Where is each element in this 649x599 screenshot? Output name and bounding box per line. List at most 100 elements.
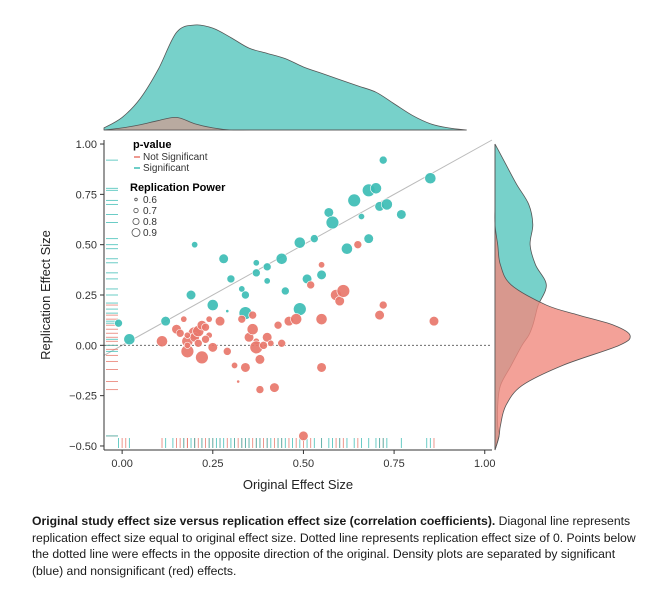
x-tick-label: 1.00 [474, 458, 495, 470]
legend-power-marker [132, 217, 140, 225]
x-tick-label: 0.50 [293, 458, 314, 470]
legend-power-label: 0.6 [143, 195, 157, 206]
point-significant [357, 212, 365, 220]
scatter-plot-area: 0.00 0.25 0.50 0.75 1.00 −0.50 −0.25 0.00 0.25 0.… [69, 139, 495, 470]
point-not-significant [175, 328, 185, 338]
x-axis-label: Original Effect Size [243, 477, 353, 492]
point-not-significant [183, 341, 191, 349]
point-not-significant [231, 361, 239, 369]
legend-power-marker [133, 207, 139, 214]
point-not-significant [183, 331, 191, 339]
point-significant [123, 333, 136, 346]
point-significant [378, 155, 388, 165]
axes: 0.00 0.25 0.50 0.75 1.00 −0.50 −0.25 0.00 0.25 0.… [69, 139, 495, 470]
x-tick-label: 0.25 [202, 458, 223, 470]
point-significant [114, 318, 123, 328]
point-not-significant [273, 320, 283, 330]
legend-power-items: 0.60.70.80.9 [131, 195, 157, 239]
point-significant [206, 299, 219, 311]
y-tick-label: −0.25 [69, 391, 97, 403]
top-density-not-significant [103, 116, 467, 131]
right-density-plot [494, 143, 631, 451]
point-not-significant [318, 261, 326, 269]
point-not-significant [428, 316, 440, 327]
point-not-significant [267, 339, 275, 347]
y-tick-label: −0.50 [69, 441, 97, 453]
point-significant [293, 236, 306, 249]
point-significant [226, 274, 236, 284]
point-not-significant [156, 335, 168, 348]
point-significant [341, 242, 353, 255]
legend-label-not-significant: Not Significant [143, 152, 208, 163]
point-significant [275, 252, 288, 265]
caption-bold: Original study effect size versus replic… [32, 514, 496, 528]
point-significant [424, 172, 437, 185]
y-tick-label: 0.00 [76, 340, 97, 352]
legend-pvalue-title: p-value [133, 139, 172, 151]
point-significant [191, 241, 199, 249]
point-not-significant [306, 280, 315, 290]
point-not-significant [193, 339, 203, 348]
point-significant [396, 209, 407, 220]
point-not-significant [255, 385, 265, 394]
y-tick-label: 0.25 [76, 290, 97, 302]
y-tick-label: 0.50 [76, 240, 97, 252]
point-not-significant [277, 339, 286, 348]
legend-power-marker [134, 197, 138, 202]
point-significant [185, 289, 197, 301]
legend-power-label: 0.9 [143, 228, 157, 239]
point-not-significant [240, 362, 251, 373]
x-tick-label: 0.75 [383, 458, 404, 470]
point-not-significant [207, 342, 218, 353]
point-not-significant [262, 332, 273, 343]
point-not-significant [222, 347, 232, 356]
legend-power-label: 0.7 [143, 206, 157, 217]
point-significant [325, 215, 340, 230]
figure-caption: Original study effect size versus replic… [32, 513, 638, 579]
point-significant [323, 207, 334, 218]
point-not-significant [374, 310, 385, 321]
legend-label-significant: Significant [143, 163, 189, 174]
point-not-significant [298, 430, 309, 442]
point-significant [281, 286, 290, 296]
point-significant [347, 193, 361, 208]
legend-power-label: 0.8 [143, 217, 157, 228]
point-not-significant [236, 379, 241, 384]
point-not-significant [237, 314, 247, 324]
point-not-significant [259, 341, 268, 350]
plot-background [104, 140, 492, 450]
point-not-significant [180, 315, 188, 323]
point-not-significant [315, 313, 328, 326]
caption-text: Diagonal line represents replication eff… [32, 514, 636, 578]
point-not-significant [353, 240, 363, 249]
point-not-significant [201, 334, 210, 344]
point-not-significant [214, 316, 226, 327]
point-significant [218, 253, 229, 264]
point-not-significant [336, 284, 351, 298]
point-not-significant [205, 315, 213, 323]
point-not-significant [201, 322, 210, 332]
point-not-significant [195, 350, 209, 365]
point-significant [316, 269, 327, 280]
point-significant [370, 182, 382, 195]
point-not-significant [269, 382, 280, 393]
legend-power-marker [131, 228, 141, 237]
point-significant [241, 290, 250, 300]
point-not-significant [378, 300, 388, 310]
point-not-significant [316, 362, 327, 373]
x-tick-label: 0.00 [111, 458, 132, 470]
point-not-significant [290, 313, 303, 326]
point-significant [238, 285, 246, 293]
data-points [114, 155, 440, 442]
rug-marks [106, 159, 435, 448]
point-not-significant [334, 295, 345, 307]
point-not-significant [254, 354, 266, 365]
y-tick-label: 0.75 [76, 189, 97, 201]
point-significant [310, 234, 319, 243]
point-significant [160, 316, 171, 327]
top-density-significant [103, 24, 467, 131]
point-not-significant [246, 323, 259, 336]
top-density-plot [103, 24, 467, 131]
